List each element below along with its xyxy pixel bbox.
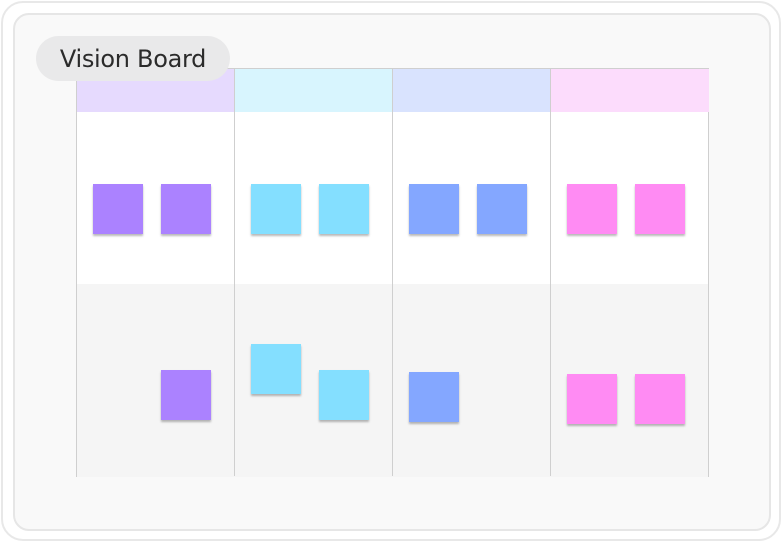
board-title[interactable]: Vision Board: [36, 36, 230, 81]
column-header-3[interactable]: [393, 69, 550, 112]
column-divider: [392, 69, 393, 476]
sticky-note[interactable]: [567, 184, 617, 234]
sticky-note[interactable]: [477, 184, 527, 234]
sticky-note[interactable]: [319, 184, 369, 234]
sticky-note[interactable]: [319, 370, 369, 420]
sticky-note[interactable]: [409, 184, 459, 234]
sticky-note[interactable]: [161, 370, 211, 420]
sticky-note[interactable]: [251, 184, 301, 234]
sticky-note[interactable]: [161, 184, 211, 234]
sticky-note[interactable]: [635, 374, 685, 424]
column-divider: [550, 69, 551, 476]
sticky-note[interactable]: [635, 184, 685, 234]
column-header-4[interactable]: [551, 69, 709, 112]
sticky-note[interactable]: [251, 344, 301, 394]
column-divider: [234, 69, 235, 476]
column-header-2[interactable]: [235, 69, 392, 112]
sticky-note[interactable]: [567, 374, 617, 424]
sticky-note[interactable]: [409, 372, 459, 422]
sticky-note[interactable]: [93, 184, 143, 234]
